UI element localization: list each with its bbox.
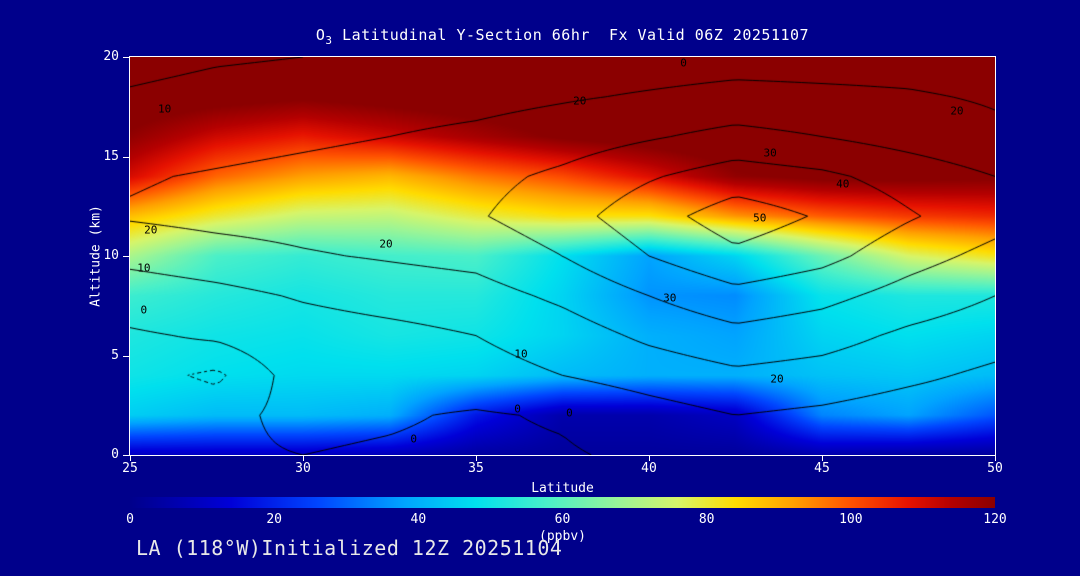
x-tick-mark <box>649 456 650 461</box>
contour-label: 10 <box>157 102 172 116</box>
x-tick-label: 40 <box>641 461 657 476</box>
y-tick-label: 15 <box>103 148 119 164</box>
title-rest: Latitudinal Y-Section 66hr Fx Valid 06Z … <box>332 26 810 44</box>
colorbar-tick-label: 120 <box>983 512 1007 527</box>
colorbar-tick-label: 60 <box>554 512 571 527</box>
colorbar-tick-label: 0 <box>126 512 134 527</box>
y-tick-mark <box>123 355 129 357</box>
x-tick-label: 50 <box>987 461 1003 476</box>
y-tick-label: 0 <box>111 447 119 462</box>
x-tick-mark <box>130 456 131 461</box>
plot-title: O3 Latitudinal Y-Section 66hr Fx Valid 0… <box>130 26 995 47</box>
plot-area: 10 20 0 20 30 40 50 20 10 0 20 30 10 20 0 0 0 <box>129 56 996 456</box>
x-tick-mark <box>995 456 996 461</box>
x-tick-label: 35 <box>468 461 484 476</box>
x-tick-label: 30 <box>295 461 311 476</box>
x-axis-label: Latitude <box>531 481 594 496</box>
y-tick-label: 5 <box>111 347 119 363</box>
contour-label: 0 <box>410 432 418 446</box>
x-tick-label: 25 <box>122 461 138 476</box>
x-tick-mark <box>476 456 477 461</box>
contour-label: 0 <box>514 402 521 416</box>
y-tick-mark <box>123 455 129 456</box>
contour-label: 10 <box>514 347 528 360</box>
colorbar-tick-label: 40 <box>410 512 427 527</box>
contour-label: 20 <box>144 223 158 237</box>
title-subscript: 3 <box>325 34 333 47</box>
y-tick-mark <box>123 256 129 257</box>
colorbar-gradient <box>130 497 995 508</box>
contour-label: 20 <box>379 237 393 251</box>
y-tick-mark <box>123 156 129 158</box>
title-prefix: O <box>315 26 326 44</box>
colorbar-unit-label: (ppbv) <box>539 529 586 544</box>
contour-label: 20 <box>950 104 964 118</box>
y-tick-label: 10 <box>103 248 119 263</box>
contour-label: 10 <box>137 261 151 275</box>
x-tick-mark <box>822 456 823 461</box>
colorbar-tick-label: 100 <box>839 512 863 527</box>
colorbar-tick-label: 80 <box>698 512 715 527</box>
contour-label: 20 <box>770 372 784 386</box>
contour-label: 0 <box>680 56 687 70</box>
contour-label: 20 <box>573 94 587 108</box>
contour-label: 50 <box>753 211 767 225</box>
contour-label: 40 <box>836 177 850 191</box>
x-tick-mark <box>303 456 304 461</box>
contour-label: 0 <box>140 303 148 317</box>
contour-label: 30 <box>763 146 777 160</box>
contour-plot-canvas <box>130 57 995 455</box>
colorbar-tick-label: 20 <box>266 512 282 527</box>
contour-label: 30 <box>663 291 677 305</box>
y-tick-label: 20 <box>103 49 119 64</box>
y-tick-mark <box>123 57 129 58</box>
footer-init-text: LA (118°W)Initialized 12Z 20251104 <box>136 536 563 560</box>
contour-label: 0 <box>566 406 573 420</box>
x-tick-label: 45 <box>814 461 830 476</box>
